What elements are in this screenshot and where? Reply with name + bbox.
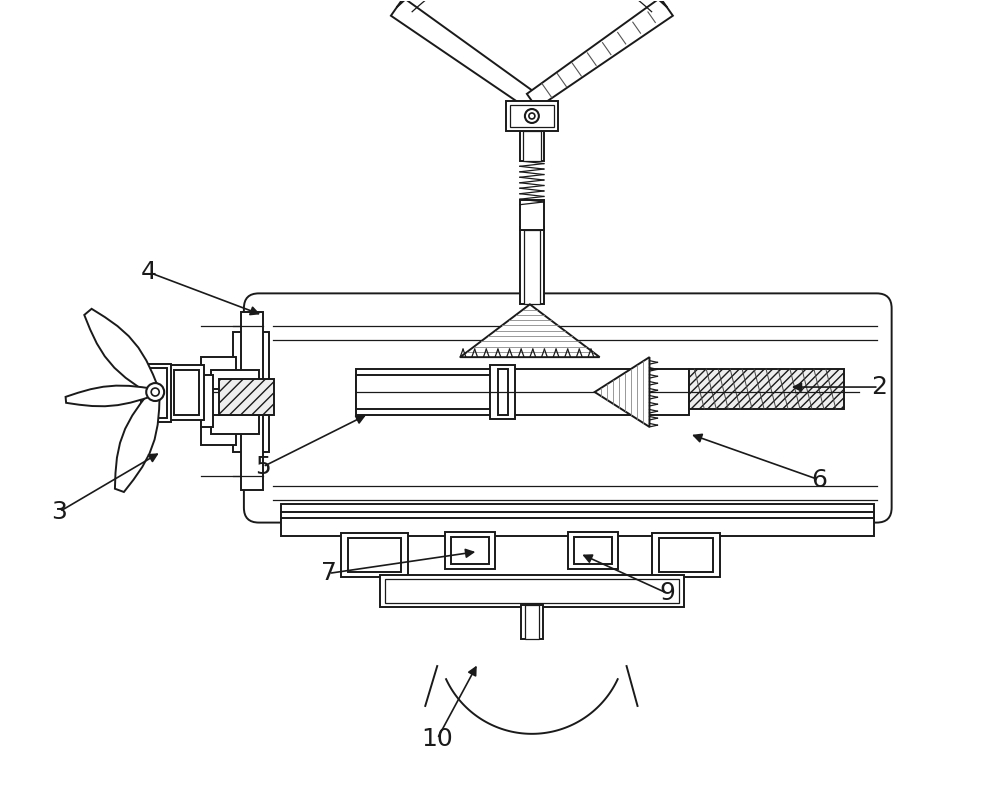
Bar xyxy=(521,606,543,639)
Bar xyxy=(348,537,401,573)
Bar xyxy=(490,365,515,419)
Circle shape xyxy=(529,113,535,119)
Bar xyxy=(506,101,558,131)
Bar xyxy=(211,415,259,434)
Text: 7: 7 xyxy=(321,561,337,585)
Polygon shape xyxy=(84,309,159,395)
Text: 2: 2 xyxy=(871,375,887,399)
Text: 10: 10 xyxy=(421,727,453,751)
Bar xyxy=(201,357,236,445)
Bar xyxy=(659,537,713,573)
Bar xyxy=(510,105,554,127)
Circle shape xyxy=(146,383,164,401)
Bar xyxy=(201,375,213,427)
Text: 9: 9 xyxy=(659,581,675,606)
Bar xyxy=(281,517,874,536)
Polygon shape xyxy=(391,0,537,108)
Bar xyxy=(219,379,274,415)
Text: 6: 6 xyxy=(811,468,827,492)
Bar xyxy=(174,370,199,415)
Polygon shape xyxy=(115,391,160,492)
Bar xyxy=(281,512,874,521)
Bar xyxy=(574,537,612,565)
Bar xyxy=(241,312,263,490)
Polygon shape xyxy=(527,0,673,108)
Bar xyxy=(385,579,679,603)
Polygon shape xyxy=(460,304,600,357)
Bar xyxy=(523,131,541,161)
FancyBboxPatch shape xyxy=(244,294,892,523)
Bar xyxy=(211,370,259,389)
Bar xyxy=(520,131,544,161)
Bar xyxy=(233,332,269,452)
Bar xyxy=(520,200,544,229)
Bar xyxy=(341,533,408,577)
Bar xyxy=(169,365,204,420)
Bar xyxy=(525,606,539,639)
Polygon shape xyxy=(595,357,649,427)
Bar xyxy=(281,504,874,521)
Text: 3: 3 xyxy=(52,500,67,524)
Bar xyxy=(498,369,508,415)
Text: 5: 5 xyxy=(255,455,271,479)
Bar xyxy=(652,533,720,577)
Text: 4: 4 xyxy=(141,261,157,285)
Bar xyxy=(520,229,544,304)
Bar xyxy=(141,364,171,422)
Circle shape xyxy=(525,109,539,123)
Bar xyxy=(568,532,618,569)
Polygon shape xyxy=(66,386,155,407)
Circle shape xyxy=(151,388,159,396)
Bar xyxy=(356,375,500,409)
Bar xyxy=(689,369,844,409)
Bar xyxy=(145,368,167,418)
Bar xyxy=(380,575,684,607)
Bar xyxy=(451,537,489,565)
Bar xyxy=(445,532,495,569)
Bar xyxy=(524,229,540,304)
Bar xyxy=(356,369,689,415)
